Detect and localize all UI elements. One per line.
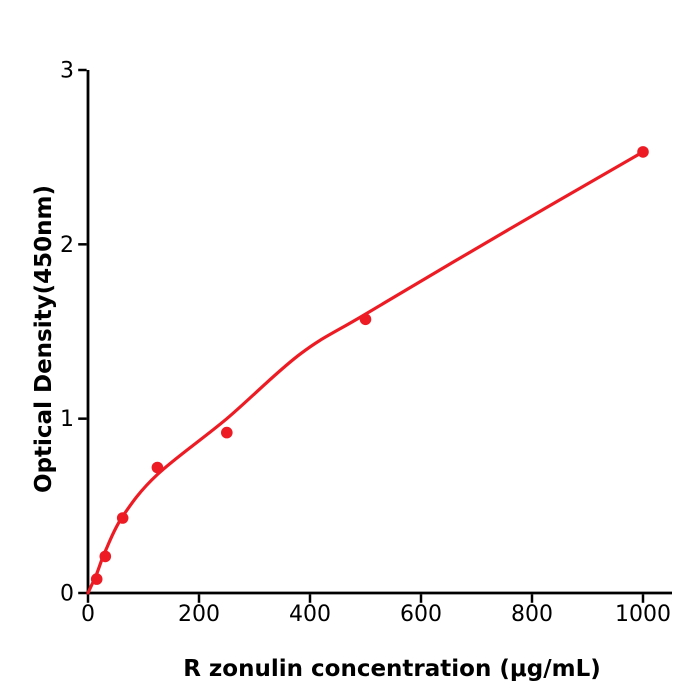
data-point-marker <box>116 512 129 524</box>
x-tick-label: 1000 <box>615 602 671 627</box>
x-tick-label: 400 <box>289 602 331 627</box>
y-tick-label: 2 <box>60 233 74 258</box>
y-tick-label: 0 <box>60 582 74 607</box>
axes <box>86 70 672 595</box>
data-point-marker <box>151 461 164 474</box>
data-point-marker <box>221 426 233 439</box>
data-point-marker <box>90 573 103 585</box>
x-axis-label: R zonulin concentration (μg/mL) <box>183 656 601 682</box>
x-tick-label: 800 <box>511 602 553 627</box>
x-axis-ticks: 0 200 400 600 800 1000 <box>81 594 671 627</box>
y-tick-label: 3 <box>60 59 74 84</box>
data-points <box>90 146 649 585</box>
x-tick-label: 600 <box>400 602 442 627</box>
y-axis-label: Optical Density(450nm) <box>31 185 57 493</box>
data-point-marker <box>99 550 112 563</box>
x-tick-label: 200 <box>178 602 220 627</box>
data-point-marker <box>359 313 372 326</box>
y-tick-label: 1 <box>60 407 74 432</box>
x-tick-label: 0 <box>81 602 95 627</box>
fit-curve-line <box>86 150 645 595</box>
data-point-marker <box>637 146 649 158</box>
y-axis-ticks: 0 1 2 3 <box>60 59 87 607</box>
